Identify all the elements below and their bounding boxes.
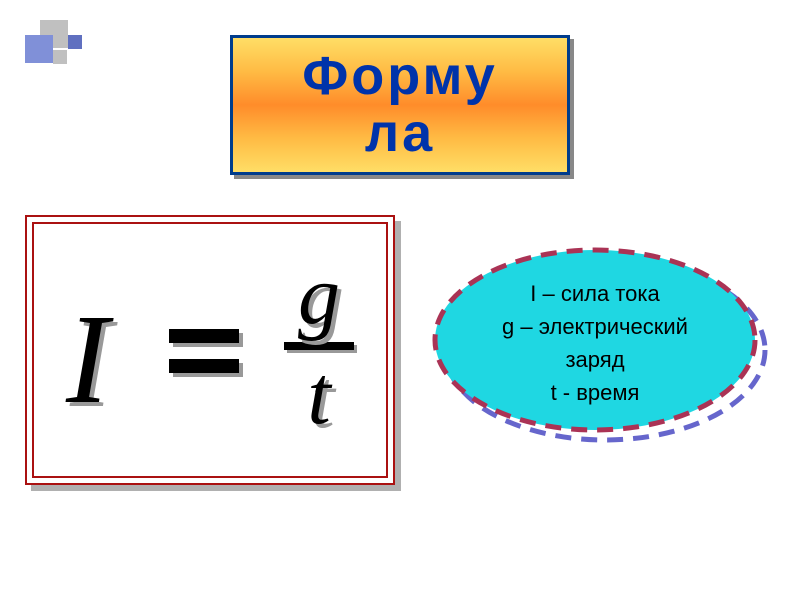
decor-square xyxy=(25,35,53,63)
formula-box: I g t xyxy=(25,215,395,485)
legend-text: I – сила тока g – электрический заряд t … xyxy=(430,277,760,409)
formula-content: I g t xyxy=(34,224,386,476)
legend-container: I – сила тока g – электрический заряд t … xyxy=(430,245,770,445)
legend-line: заряд xyxy=(430,343,760,376)
denominator: t xyxy=(269,354,369,438)
legend-line: g – электрический xyxy=(430,310,760,343)
legend-line: I – сила тока xyxy=(430,277,760,310)
equals-sign xyxy=(169,329,239,389)
decor-square xyxy=(68,35,82,49)
formula-lhs: I xyxy=(66,286,109,433)
fraction: g t xyxy=(269,254,369,438)
decor-square xyxy=(53,50,67,64)
formula-inner: I g t xyxy=(32,222,388,478)
numerator: g xyxy=(269,254,369,338)
equals-bar xyxy=(169,359,239,373)
title-box: Формула xyxy=(230,35,570,175)
legend-line: t - время xyxy=(430,376,760,409)
equals-bar xyxy=(169,329,239,343)
title-text: Формула xyxy=(302,48,498,161)
